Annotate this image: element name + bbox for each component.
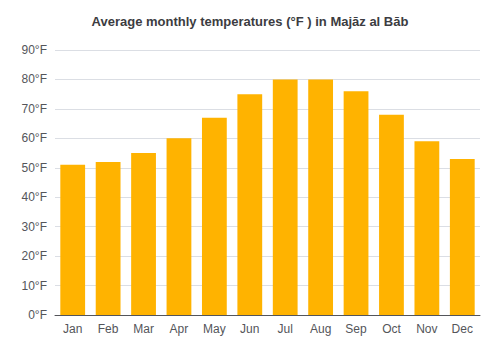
svg-text:Feb: Feb	[98, 322, 119, 336]
svg-text:Average monthly temperatures (: Average monthly temperatures (°F ) in Ma…	[92, 14, 409, 29]
svg-text:0°F: 0°F	[28, 308, 47, 322]
svg-text:10°F: 10°F	[22, 279, 47, 293]
svg-text:Nov: Nov	[416, 322, 437, 336]
svg-text:Jul: Jul	[278, 322, 293, 336]
svg-text:May: May	[203, 322, 226, 336]
svg-text:Oct: Oct	[382, 322, 401, 336]
svg-text:Apr: Apr	[170, 322, 189, 336]
svg-text:70°F: 70°F	[22, 102, 47, 116]
svg-text:Sep: Sep	[345, 322, 367, 336]
svg-text:90°F: 90°F	[22, 43, 47, 57]
svg-text:80°F: 80°F	[22, 72, 47, 86]
svg-text:Aug: Aug	[310, 322, 331, 336]
svg-text:20°F: 20°F	[22, 249, 47, 263]
svg-text:Dec: Dec	[452, 322, 473, 336]
svg-text:Jan: Jan	[63, 322, 82, 336]
svg-text:40°F: 40°F	[22, 190, 47, 204]
svg-text:Mar: Mar	[133, 322, 154, 336]
svg-text:50°F: 50°F	[22, 161, 47, 175]
svg-text:60°F: 60°F	[22, 131, 47, 145]
svg-text:Jun: Jun	[240, 322, 259, 336]
svg-text:30°F: 30°F	[22, 220, 47, 234]
